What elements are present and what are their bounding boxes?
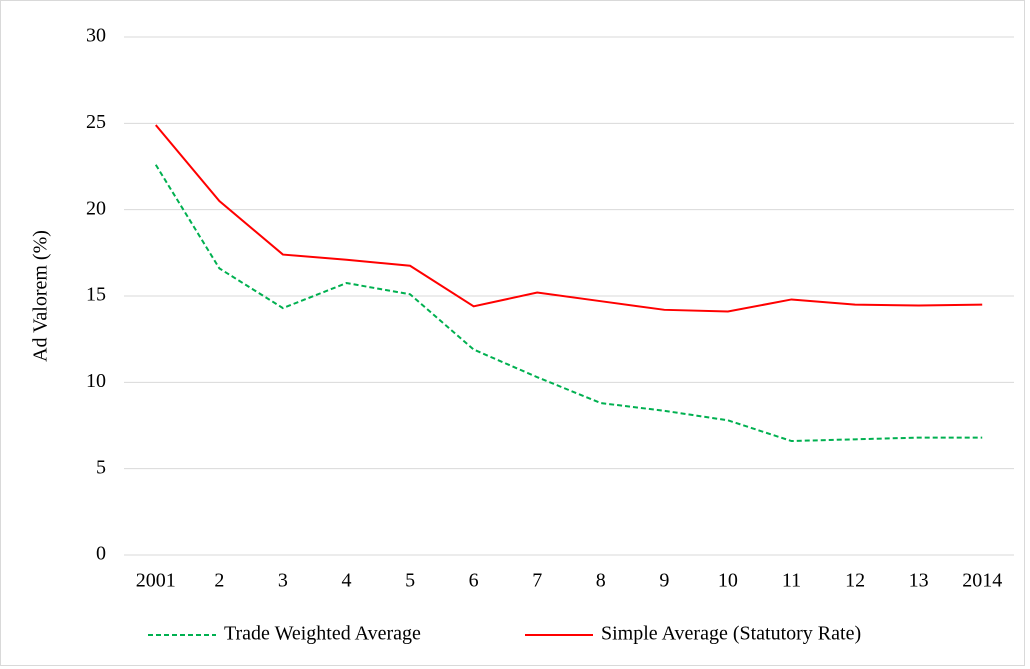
x-tick-label: 7 (532, 570, 542, 592)
x-tick-label: 2 (214, 570, 224, 592)
x-tick-label: 5 (405, 570, 415, 592)
x-tick-label: 3 (278, 570, 288, 592)
y-tick-label: 15 (86, 284, 106, 306)
y-tick-label: 10 (86, 370, 106, 392)
x-tick-label: 2014 (962, 570, 1002, 592)
x-tick-label: 11 (782, 570, 801, 592)
y-tick-label: 0 (96, 543, 106, 565)
x-tick-label: 10 (718, 570, 738, 592)
legend-label: Simple Average (Statutory Rate) (601, 623, 861, 645)
y-tick-label: 30 (86, 25, 106, 47)
x-tick-label: 4 (342, 570, 352, 592)
x-tick-label: 9 (659, 570, 669, 592)
y-tick-label: 20 (86, 197, 106, 219)
x-tick-label: 8 (596, 570, 606, 592)
y-axis-label: Ad Valorem (%) (30, 230, 52, 362)
series-line (155, 124, 983, 313)
x-tick-label: 12 (845, 570, 865, 592)
x-tick-label: 6 (469, 570, 479, 592)
y-tick-label: 25 (86, 111, 106, 133)
legend-label: Trade Weighted Average (224, 623, 421, 645)
y-tick-label: 5 (96, 456, 106, 478)
x-tick-label: 2001 (136, 570, 176, 592)
x-tick-label: 13 (909, 570, 929, 592)
